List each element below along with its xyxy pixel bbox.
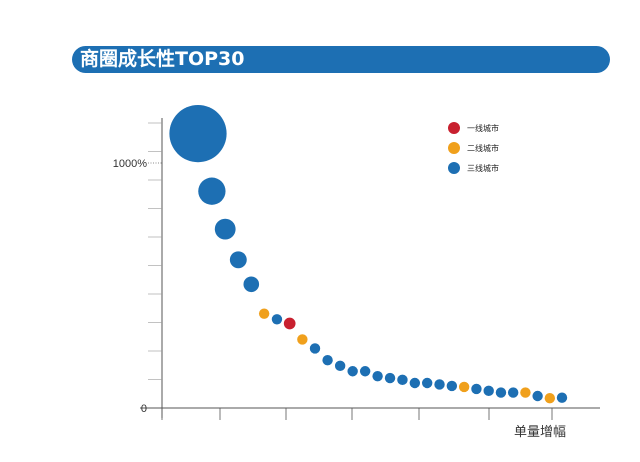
y-tick-label: 1000% (113, 158, 147, 170)
legend-label: 二线城市 (467, 143, 499, 153)
data-point-30 (556, 392, 568, 403)
data-point-1 (169, 105, 227, 163)
data-point-5 (243, 276, 260, 293)
data-point-21 (446, 380, 458, 392)
legend-swatch (448, 162, 460, 174)
y-tick-label: 0 (141, 403, 147, 415)
legend-label: 一线城市 (467, 123, 499, 133)
data-point-17 (397, 374, 408, 386)
data-point-23 (471, 383, 482, 395)
data-point-8 (283, 317, 296, 330)
data-point-11 (322, 355, 333, 366)
data-point-20 (434, 379, 445, 390)
data-point-9 (297, 334, 308, 345)
data-point-14 (359, 366, 371, 377)
data-point-25 (495, 387, 507, 398)
page-title: 商圈成长性TOP30 (80, 48, 245, 70)
chart-axes: 0 1000% (113, 118, 600, 420)
chart-points (169, 105, 568, 404)
data-point-3 (214, 218, 236, 240)
data-point-16 (384, 372, 396, 384)
data-point-19 (421, 377, 433, 389)
data-point-24 (483, 385, 494, 397)
data-point-29 (544, 393, 556, 404)
data-point-15 (372, 370, 383, 382)
data-point-2 (198, 177, 226, 205)
data-point-18 (409, 377, 421, 389)
data-point-13 (347, 366, 358, 377)
legend-label: 三线城市 (467, 163, 499, 173)
data-point-6 (258, 308, 270, 319)
x-axis-label: 单量增幅 (514, 425, 566, 440)
data-point-7 (271, 314, 283, 325)
data-point-27 (520, 387, 531, 398)
title-bar: 商圈成长性TOP30 (72, 46, 610, 73)
data-point-22 (458, 381, 470, 393)
data-point-26 (507, 387, 519, 398)
data-point-12 (334, 360, 346, 372)
data-point-4 (229, 251, 247, 269)
legend-swatch (448, 142, 460, 154)
legend-swatch (448, 122, 460, 134)
data-point-10 (309, 343, 321, 354)
data-point-28 (532, 390, 543, 402)
